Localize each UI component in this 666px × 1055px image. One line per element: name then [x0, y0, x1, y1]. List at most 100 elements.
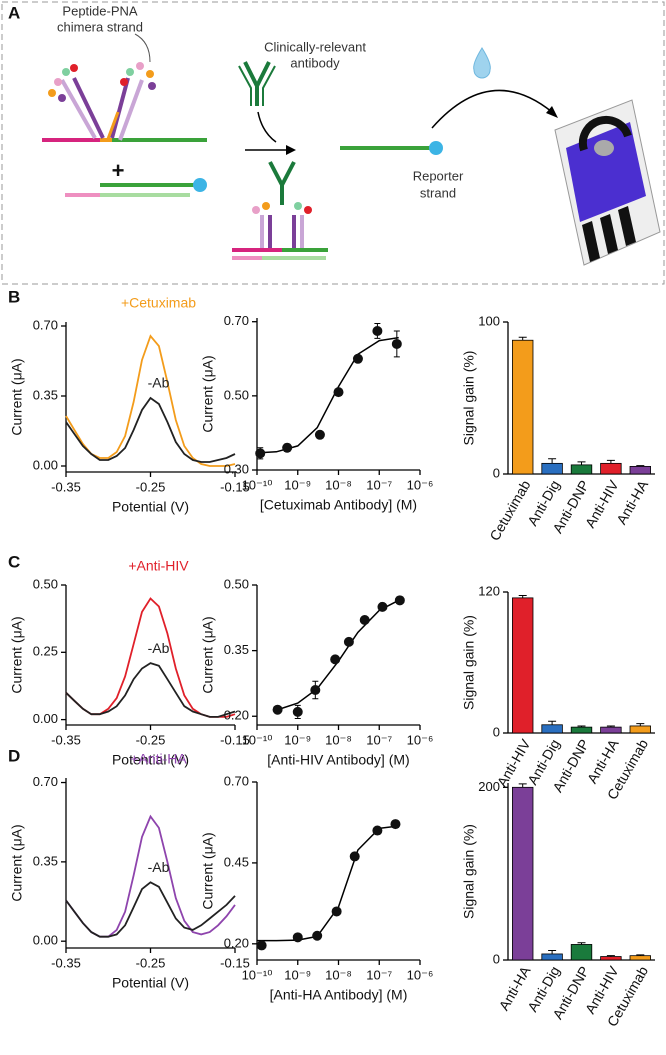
data-point — [282, 442, 293, 453]
error-bar — [636, 723, 645, 726]
x-axis-label: [Anti-HA Antibody] (M) — [270, 987, 408, 1003]
data-point — [391, 338, 402, 349]
x-tick-label: 10⁻⁷ — [366, 732, 392, 747]
y-tick-label: 0.50 — [33, 576, 58, 591]
series-line — [65, 396, 236, 463]
panel-border — [1, 1, 665, 285]
error-bar — [577, 725, 586, 728]
data-point — [312, 930, 323, 941]
data-point — [372, 825, 383, 836]
diagram-label: Peptide-PNA — [62, 3, 137, 18]
arrow — [257, 111, 277, 143]
error-bar — [548, 720, 557, 725]
y-axis-label: Signal gain (%) — [461, 351, 477, 446]
y-tick-label: 0.70 — [224, 773, 249, 788]
error-bar — [577, 942, 586, 945]
series-line — [65, 881, 236, 938]
bar — [570, 726, 593, 734]
bar — [600, 956, 622, 961]
y-tick-label: 0.35 — [33, 387, 58, 402]
data-point — [372, 325, 383, 336]
y-axis-label: Current (μA) — [200, 832, 216, 909]
bar — [600, 726, 622, 734]
data-point — [272, 704, 283, 715]
arrow — [431, 89, 553, 129]
y-tick-label: 0.20 — [224, 935, 249, 950]
x-tick-label: -0.35 — [51, 479, 81, 494]
peptides — [48, 62, 156, 102]
diagram-label: Reporter — [413, 168, 464, 183]
bar — [512, 597, 534, 734]
y-axis-label: Current (μA) — [9, 358, 25, 435]
bar — [570, 464, 593, 475]
bar — [629, 955, 651, 961]
data-point — [377, 601, 388, 612]
series-label: -Ab — [148, 375, 170, 391]
y-tick-label: 0.50 — [224, 387, 249, 402]
bar — [629, 725, 651, 734]
antibody — [238, 61, 276, 106]
y-tick-label: 100 — [478, 313, 500, 328]
panel-label: C — [8, 552, 20, 571]
bar — [541, 953, 563, 961]
x-axis-label: [Anti-HIV Antibody] (M) — [267, 752, 409, 768]
x-tick-label: -0.15 — [220, 479, 250, 494]
x-tick-label: 10⁻⁷ — [366, 967, 392, 982]
droplet — [473, 47, 491, 79]
chimera-complex — [42, 77, 207, 142]
y-tick-label: 0.70 — [33, 317, 58, 332]
y-axis-label: Current (μA) — [9, 616, 25, 693]
fit-curve — [256, 336, 399, 454]
panel-label: D — [8, 746, 20, 765]
reporter-tag — [429, 141, 443, 155]
y-tick-label: 200 — [478, 779, 500, 794]
y-tick-label: 0.35 — [33, 853, 58, 868]
x-tick-label: -0.25 — [136, 732, 166, 747]
bar — [541, 724, 563, 734]
error-bar — [518, 336, 527, 341]
data-point — [390, 819, 401, 830]
series-label: +Cetuximab — [121, 295, 196, 311]
error-bar — [606, 725, 615, 728]
x-tick-label: -0.25 — [136, 479, 166, 494]
y-axis-label: Signal gain (%) — [461, 824, 477, 919]
x-tick-label: 10⁻⁸ — [325, 477, 352, 492]
y-tick-label: 0.20 — [224, 708, 249, 723]
error-bar — [636, 465, 645, 467]
y-axis-label: Current (μA) — [200, 616, 216, 693]
y-tick-label: 0.00 — [33, 457, 58, 472]
x-tick-label: 10⁻⁹ — [284, 477, 311, 492]
error-bar — [606, 955, 615, 957]
data-point — [343, 636, 354, 647]
fit-curve — [257, 825, 399, 942]
electrode — [554, 99, 661, 266]
data-point — [331, 906, 342, 917]
x-axis-label: Potential (V) — [112, 752, 189, 768]
data-point — [255, 448, 266, 459]
error-bar — [518, 595, 527, 598]
x-tick-label: 10⁻¹⁰ — [242, 477, 273, 492]
error-bar — [577, 461, 586, 465]
diagram-label: antibody — [290, 55, 340, 70]
diagram-label: strand — [420, 185, 456, 200]
panel-label: B — [8, 287, 20, 306]
y-tick-label: 0.00 — [33, 711, 58, 726]
y-tick-label: 0 — [493, 951, 500, 966]
x-axis-label: [Cetuximab Antibody] (M) — [260, 497, 417, 513]
x-tick-label: 10⁻⁹ — [284, 967, 311, 982]
x-axis-label: Potential (V) — [112, 499, 189, 515]
y-tick-label: 120 — [478, 583, 500, 598]
data-point — [310, 685, 321, 695]
diagram-label: chimera strand — [57, 19, 143, 34]
y-tick-label: 0.25 — [33, 644, 58, 659]
y-tick-label: 0.00 — [33, 933, 58, 948]
y-axis-label: Current (μA) — [9, 824, 25, 901]
arrow-head — [546, 106, 558, 118]
panel-label: A — [8, 3, 20, 22]
x-tick-label: 10⁻⁸ — [325, 967, 352, 982]
y-tick-label: 0 — [493, 724, 500, 739]
x-tick-label: 10⁻⁶ — [407, 732, 434, 747]
reporter-complex — [65, 178, 207, 197]
bar — [600, 462, 622, 475]
